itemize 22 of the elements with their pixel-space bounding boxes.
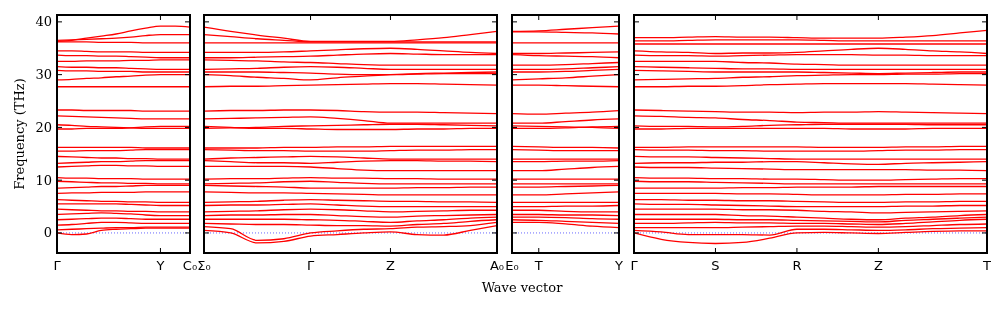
x-tick-label: T (982, 258, 992, 273)
x-tick-label: T (533, 258, 543, 273)
x-tick-label: A₀ (489, 258, 505, 273)
y-tick-label: 10 (35, 172, 52, 188)
x-tick-label: Γ (630, 258, 639, 273)
y-tick-label: 40 (35, 14, 52, 30)
x-tick-label: Z (386, 258, 395, 273)
x-axis-title: Wave vector (481, 280, 564, 295)
x-tick-label: Y (614, 258, 624, 273)
y-tick-label: 20 (35, 119, 52, 135)
x-tick-label: C₀ (182, 258, 198, 273)
x-tick-label: Γ (306, 258, 315, 273)
x-tick-label: Σ₀ (197, 258, 211, 273)
y-tick-label: 0 (43, 225, 52, 241)
x-tick-label: E₀ (505, 258, 519, 273)
y-tick-label: 30 (35, 67, 52, 83)
y-axis-title: Frequency (THz) (12, 78, 27, 190)
x-tick-label: Y (155, 258, 165, 273)
x-tick-label: Z (873, 258, 883, 273)
x-tick-label: R (792, 258, 802, 273)
x-tick-label: S (711, 258, 720, 273)
x-tick-label: Γ (53, 258, 62, 273)
